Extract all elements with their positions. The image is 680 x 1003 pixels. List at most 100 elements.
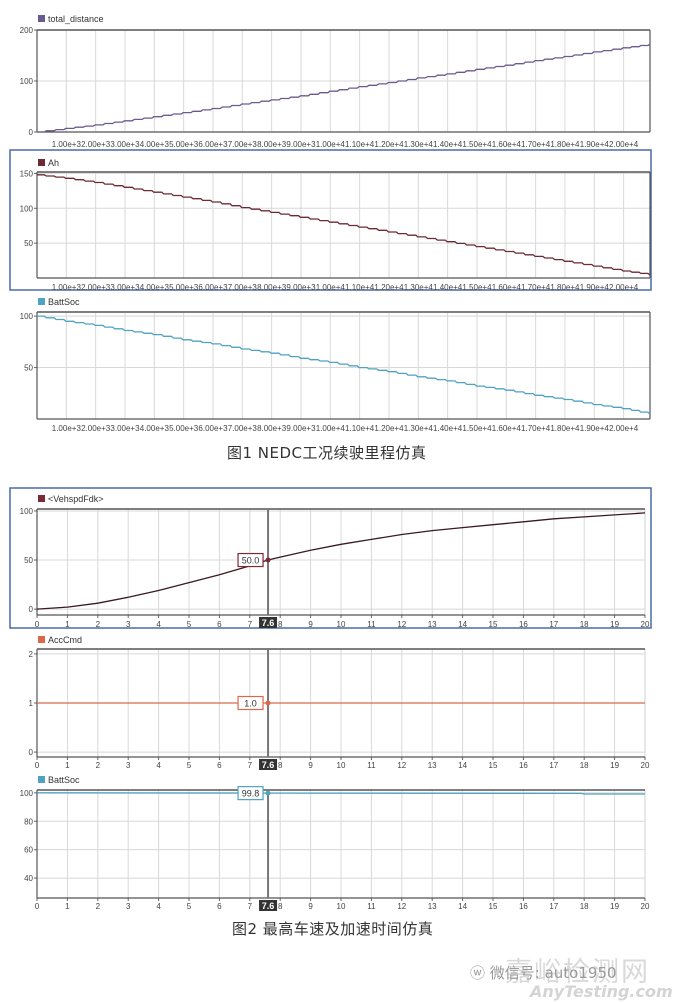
x-tick-label: 6: [217, 620, 222, 629]
x-tick-label: 20: [641, 902, 650, 911]
legend-swatch-icon: [38, 495, 45, 502]
x-tick-label: 3.00e+3: [110, 140, 140, 149]
x-tick-label: 17: [549, 761, 558, 770]
x-tick-label: 12: [397, 620, 406, 629]
x-tick-label: 16: [519, 761, 528, 770]
y-tick-label: 0: [29, 605, 34, 614]
x-tick-label: 0: [35, 761, 40, 770]
figure2-caption: 图2 最高车速及加速时间仿真: [232, 920, 434, 938]
x-tick-label: 16: [519, 620, 528, 629]
y-tick-label: 0: [29, 128, 34, 137]
x-tick-label: 1.30e+4: [404, 140, 434, 149]
x-tick-label: 0: [35, 902, 40, 911]
x-tick-label: 7.00e+3: [228, 283, 258, 292]
y-tick-label: 40: [24, 874, 33, 883]
x-tick-label: 6.00e+3: [198, 424, 228, 433]
x-tick-label: 13: [428, 620, 437, 629]
legend[interactable]: Ah: [38, 158, 59, 168]
x-tick-label: 1.80e+4: [550, 283, 580, 292]
legend-label: <VehspdFdk>: [48, 494, 104, 504]
chart-panel-4[interactable]: 0 1 2 3 4 5 6 7 8 9 10 11 12 13 14 15 16 17 18 19 20100500<V…: [9, 487, 652, 629]
chart-panel-1[interactable]: 1.00e+3 2.00e+3 3.00e+3 4.00e+3 5.00e+3 6.00e…: [20, 14, 651, 149]
legend-label: BattSoc: [48, 297, 80, 307]
x-tick-label: 1.80e+4: [550, 424, 580, 433]
x-tick-label: 8: [278, 620, 283, 629]
y-tick-label: 50: [24, 239, 33, 248]
cursor-value-box: [237, 786, 264, 801]
watermark-wechat: ⓦ 微信号: auto1950: [470, 964, 617, 982]
x-tick-label: 10: [337, 761, 346, 770]
legend[interactable]: AccCmd: [38, 635, 82, 645]
x-tick-label: 1.90e+4: [580, 424, 610, 433]
x-tick-label: 1.70e+4: [521, 283, 551, 292]
x-tick-label: 17: [549, 620, 558, 629]
x-tick-label: 1.10e+4: [345, 283, 375, 292]
x-tick-label: 11: [367, 620, 376, 629]
figure1-caption: 图1 NEDC工况续驶里程仿真: [227, 444, 427, 462]
x-tick-label: 1.70e+4: [521, 140, 551, 149]
cursor-value: 99.8: [242, 789, 260, 799]
x-tick-label: 3: [126, 620, 131, 629]
x-tick-label: 18: [580, 620, 589, 629]
chart-panel-5[interactable]: 0 1 2 3 4 5 6 7 8 9 10 11 12 13 14 15 16 17 18 19 20210AccCm…: [29, 635, 650, 770]
wechat-icon: ⓦ: [470, 964, 490, 982]
x-tick-label: 4.00e+3: [140, 140, 170, 149]
legend-label: AccCmd: [48, 635, 82, 645]
x-tick-label: 1.80e+4: [550, 140, 580, 149]
series-line: [36, 792, 645, 795]
x-tick-label: 14: [458, 902, 467, 911]
chart-panel-3[interactable]: 1.00e+3 2.00e+3 3.00e+3 4.00e+3 5.00e+3 6.00e…: [20, 297, 651, 433]
legend[interactable]: total_distance: [38, 14, 104, 24]
x-tick-label: 3.00e+3: [110, 283, 140, 292]
x-tick-label: 1.40e+4: [433, 283, 463, 292]
x-tick-label: 1.90e+4: [580, 283, 610, 292]
y-axis: 100 50 0: [20, 507, 645, 614]
y-tick-label: 1: [29, 699, 34, 708]
x-tick-label: 1.30e+4: [404, 283, 434, 292]
watermark-site-cn: 嘉峪检测网: [505, 957, 650, 988]
x-tick-label: 4.00e+3: [140, 424, 170, 433]
x-tick-label: 1.10e+4: [345, 424, 375, 433]
x-tick-label: 1.50e+4: [462, 424, 492, 433]
x-tick-label: 7.00e+3: [228, 140, 258, 149]
x-tick-label: 2: [96, 620, 101, 629]
x-tick-label: 6: [217, 761, 222, 770]
x-tick-label: 18: [580, 761, 589, 770]
x-tick-label: 18: [580, 902, 589, 911]
x-axis: 1.00e+3 2.00e+3 3.00e+3 4.00e+3 5.00e+3 6.00e…: [52, 172, 639, 292]
x-tick-label: 8.00e+3: [257, 140, 287, 149]
series-line: [36, 512, 646, 610]
plot-area: [37, 312, 650, 419]
x-tick-label: 1.20e+4: [374, 424, 404, 433]
cursor-value: 50.0: [242, 556, 260, 566]
x-tick-label: 17: [549, 902, 558, 911]
x-tick-label: 3: [126, 761, 131, 770]
x-tick-label: 15: [489, 761, 498, 770]
x-tick-label: 1.20e+4: [374, 283, 404, 292]
selected-panel-frame: [9, 487, 652, 629]
chart-panel-6[interactable]: 0 1 2 3 4 5 6 7 8 9 10 11 12 13 14 15 16 17 18 19 2010080604…: [20, 775, 650, 911]
x-tick-label: 12: [397, 902, 406, 911]
x-tick-label: 6: [217, 902, 222, 911]
x-tick-label: 5.00e+3: [169, 140, 199, 149]
legend[interactable]: BattSoc: [38, 297, 80, 307]
x-tick-label: 2.00e+3: [81, 283, 111, 292]
x-tick-label: 5: [187, 620, 192, 629]
legend[interactable]: <VehspdFdk>: [38, 494, 104, 504]
y-tick-label: 60: [24, 846, 33, 855]
y-tick-label: 0: [29, 748, 34, 757]
watermark-site-en: AnyTesting.com: [530, 982, 673, 1001]
x-tick-label: 7.00e+3: [228, 424, 258, 433]
x-tick-label: 19: [610, 620, 619, 629]
x-tick-label: 4.00e+3: [140, 283, 170, 292]
x-tick-label: 1.00e+4: [316, 283, 346, 292]
cursor-x-badge: [259, 900, 278, 911]
chart-panel-2[interactable]: 1.00e+3 2.00e+3 3.00e+3 4.00e+3 5.00e+3 6.00e…: [9, 149, 652, 292]
legend[interactable]: BattSoc: [38, 775, 80, 785]
y-tick-label: 50: [24, 364, 33, 373]
cursor-marker: [265, 700, 271, 706]
x-tick-label: 2.00e+3: [81, 140, 111, 149]
x-tick-label: 1.00e+4: [316, 140, 346, 149]
x-tick-label: 1.40e+4: [433, 424, 463, 433]
